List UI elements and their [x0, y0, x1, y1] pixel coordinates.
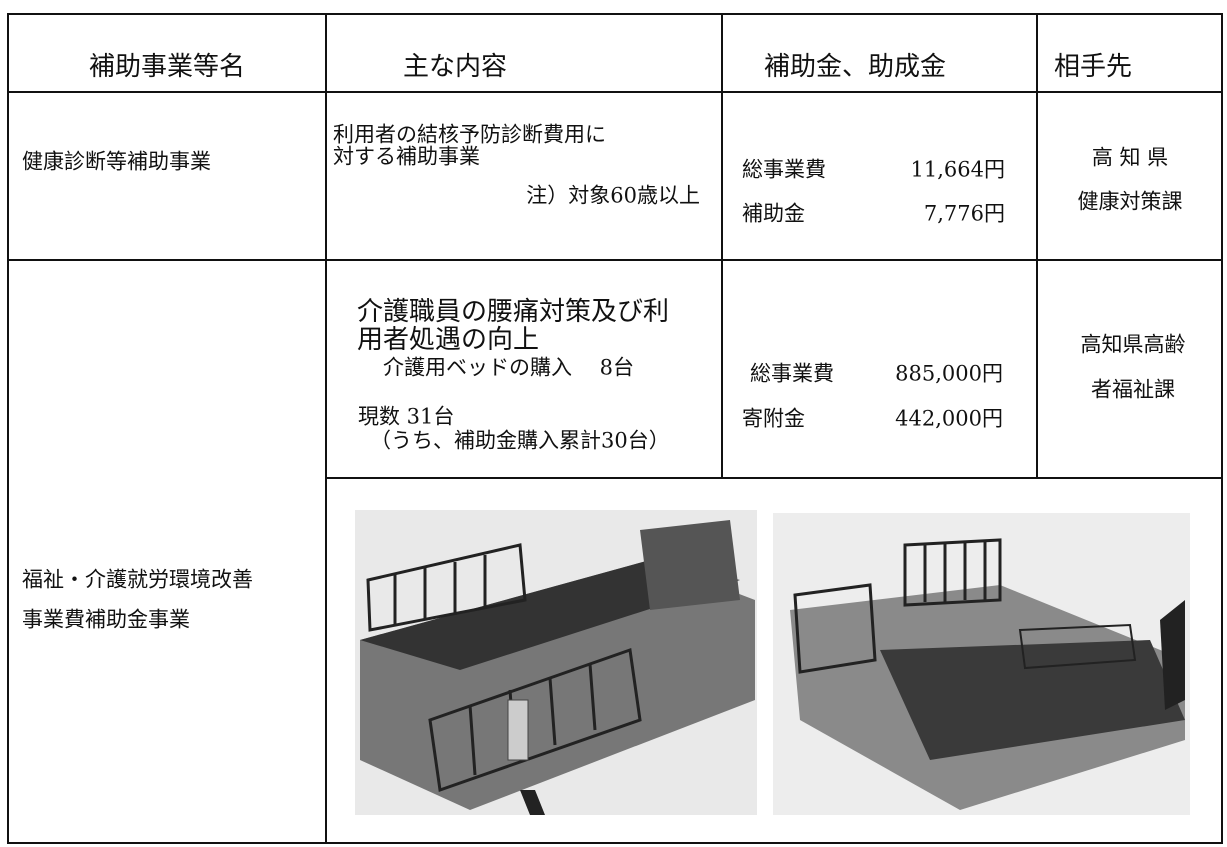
program-name: 事業費補助金事業: [22, 607, 190, 632]
program-name: 健康診断等補助事業: [22, 149, 211, 174]
content-line: 対する補助事業: [333, 144, 480, 169]
program-name: 福祉・介護就労環境改善: [22, 567, 253, 592]
content-heading: 用者処遇の向上: [357, 325, 540, 355]
bed-photo-left: [355, 510, 757, 815]
header-cell: 主な内容: [402, 52, 508, 82]
bed-photo-right: [773, 513, 1190, 815]
amount-label: 総事業費: [750, 361, 834, 386]
amount: 885,000円: [895, 361, 1003, 386]
partner: 高知県高齢: [1080, 332, 1186, 357]
partner: 者福祉課: [1091, 377, 1175, 402]
amount-label: 寄附金: [742, 406, 805, 431]
amount: 442,000円: [895, 406, 1003, 431]
header-cell: 相手先: [1053, 52, 1133, 82]
note: 注）対象60歳以上: [526, 183, 700, 208]
partner: 健康対策課: [1077, 189, 1183, 214]
partner: 高 知 県: [1091, 145, 1169, 170]
amount: 11,664円: [910, 157, 1005, 182]
amount: 7,776円: [923, 201, 1005, 226]
amount-label: 補助金: [742, 201, 805, 226]
header-cell: 補助事業等名: [88, 52, 246, 82]
content-line: 利用者の結核予防診断費用に: [333, 122, 606, 147]
content-line: 現数 31台: [358, 404, 455, 429]
content-heading: 介護職員の腰痛対策及び利: [357, 297, 670, 327]
content-line: （うち、補助金購入累計30台）: [370, 428, 670, 453]
amount-label: 総事業費: [742, 157, 826, 182]
content-line: 介護用ベッドの購入 8台: [383, 355, 635, 380]
header-cell: 補助金、助成金: [763, 52, 947, 82]
